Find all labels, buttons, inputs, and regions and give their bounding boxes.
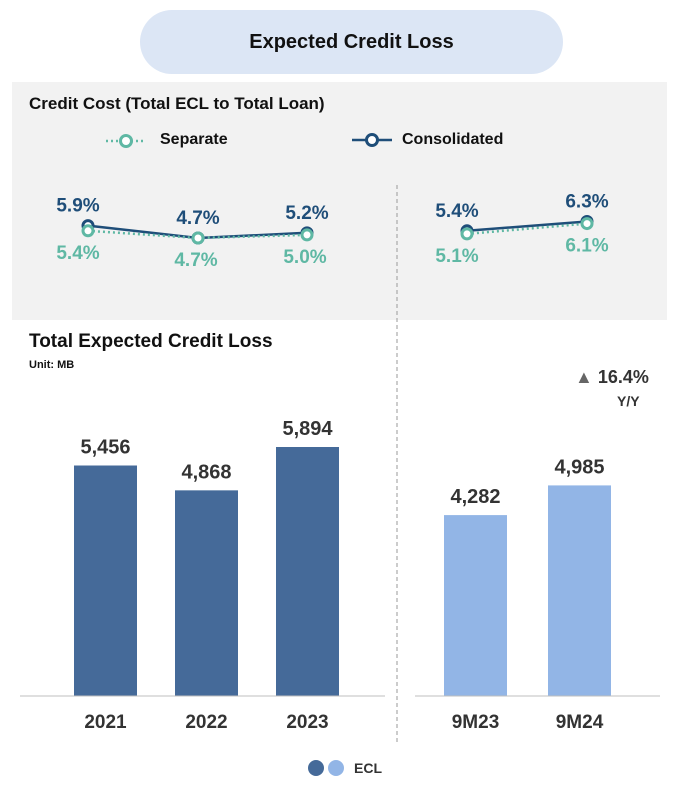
separate-line-1 [466, 222, 588, 236]
ecl-category-label: 2022 [185, 712, 227, 733]
consolidated-line-1 [466, 220, 588, 233]
credit-cost-title: Credit Cost (Total ECL to Total Loan) [29, 94, 325, 113]
ecl-category-label: 2021 [84, 712, 127, 733]
ecl-bar-2021 [74, 465, 137, 696]
ecl-category-label: 9M24 [556, 712, 604, 733]
ecl-legend-label: ECL [354, 760, 382, 776]
separate-value-label: 5.4% [56, 243, 99, 264]
yoy-label: Y/Y [617, 393, 640, 409]
separate-point [300, 228, 314, 242]
separate-value-label: 5.1% [435, 246, 478, 267]
ecl-value-label: 4,868 [181, 461, 231, 483]
page-title: Expected Credit Loss [140, 10, 563, 74]
consolidated-value-label: 4.7% [176, 208, 219, 229]
legend-consolidated-marker [365, 133, 379, 147]
legend-separate-marker [119, 134, 133, 148]
separate-point [580, 217, 594, 231]
yoy-percent: 16.4% [597, 367, 649, 387]
consolidated-value-label: 5.2% [285, 203, 328, 224]
ecl-legend: ECL [308, 760, 382, 776]
consolidated-value-label: 6.3% [565, 192, 608, 213]
ecl-bar-2023 [276, 447, 339, 696]
separate-point [460, 227, 474, 241]
ecl-ytd-dot-icon [328, 760, 344, 776]
ecl-value-label: 4,985 [554, 456, 604, 478]
ecl-unit: Unit: MB [29, 359, 75, 371]
legend-separate: Separate [160, 131, 228, 148]
legend-consolidated: Consolidated [402, 131, 504, 148]
separate-point [81, 224, 95, 238]
ecl-value-label: 5,894 [282, 418, 333, 440]
ecl-bar-2022 [175, 490, 238, 696]
separate-value-label: 6.1% [565, 236, 608, 257]
ecl-bar-9M24 [548, 485, 611, 696]
separate-value-label: 5.0% [283, 247, 326, 268]
consolidated-value-label: 5.4% [435, 201, 478, 222]
ecl-chart-title: Total Expected Credit Loss [29, 331, 273, 352]
ecl-category-label: 9M23 [452, 712, 500, 733]
credit-cost-panel [12, 82, 667, 320]
consolidated-value-label: 5.9% [56, 196, 99, 217]
yoy-arrow-icon: ▲ [575, 367, 593, 387]
yoy-growth-value: ▲ 16.4% [575, 367, 649, 388]
credit-cost-legend-markers [106, 133, 392, 148]
ecl-category-label: 2023 [286, 712, 328, 733]
ecl-annual-dot-icon [308, 760, 324, 776]
ecl-value-label: 4,282 [450, 486, 500, 508]
ecl-value-label: 5,456 [80, 437, 130, 459]
ecl-bar-9M23 [444, 515, 507, 696]
separate-value-label: 4.7% [174, 250, 217, 271]
separate-point [191, 231, 205, 245]
